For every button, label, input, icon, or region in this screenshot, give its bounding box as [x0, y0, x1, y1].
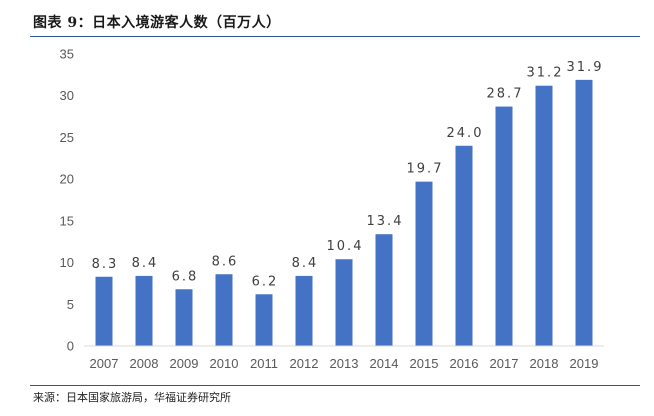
- bar-2016: [455, 145, 473, 346]
- x-tick-label: 2012: [290, 356, 319, 371]
- y-tick-label: 25: [60, 130, 74, 145]
- x-tick-label: 2017: [490, 356, 519, 371]
- data-label-2016: 24.0: [447, 126, 484, 141]
- x-tick-label: 2016: [450, 356, 479, 371]
- x-tick-label: 2007: [90, 356, 119, 371]
- x-tick-label: 2013: [330, 356, 359, 371]
- x-tick-label: 2009: [170, 356, 199, 371]
- y-tick-label: 0: [67, 339, 74, 354]
- chart-title: 图表 9：日本入境游客人数（百万人）: [33, 15, 281, 31]
- y-tick-label: 30: [60, 88, 74, 103]
- bar-2007: [95, 276, 113, 346]
- data-labels: 8.3 8.46.88.66.28.410.413.419.724.028.731…: [92, 60, 604, 289]
- bar-2009: [175, 289, 193, 346]
- data-label-2008: 8.4: [132, 256, 159, 271]
- bar-2010: [215, 274, 233, 346]
- bar-2019: [575, 79, 593, 346]
- data-label-2010: 8.6: [212, 254, 239, 269]
- bar-2011: [255, 294, 273, 346]
- source-note: 来源：日本国家旅游局，华福证券研究所: [33, 391, 231, 404]
- data-label-2015: 19.7: [407, 162, 444, 177]
- bar-2018: [535, 85, 553, 347]
- y-tick-label: 15: [60, 213, 74, 228]
- x-tick-label: 2019: [570, 356, 599, 371]
- data-label-2014: 13.4: [367, 214, 404, 229]
- title-rule: [30, 36, 640, 37]
- x-tick-label: 2018: [530, 356, 559, 371]
- data-label-2019: 31.9: [567, 60, 604, 75]
- y-tick-label: 20: [60, 172, 74, 187]
- data-label-2013: 10.4: [327, 239, 364, 254]
- x-tick-label: 2015: [410, 356, 439, 371]
- x-tick-label: 2008: [130, 356, 159, 371]
- bar-2015: [415, 181, 433, 346]
- y-axis: 0 5 10 15 20 25 30 35: [60, 47, 74, 354]
- x-tick-label: 2014: [370, 356, 399, 371]
- bar-2012: [295, 275, 313, 346]
- bar-2014: [375, 234, 393, 346]
- y-tick-label: 10: [60, 255, 74, 270]
- bar-2013: [335, 259, 353, 346]
- x-tick-label: 2010: [210, 356, 239, 371]
- data-label-2012: 8.4: [292, 256, 319, 271]
- bars: [95, 79, 593, 347]
- y-tick-label: 35: [60, 47, 74, 62]
- y-tick-label: 5: [67, 297, 74, 312]
- data-label-2011: 6.2: [252, 274, 279, 289]
- x-tick-label: 2011: [250, 356, 278, 371]
- source-rule: [30, 385, 640, 386]
- bar-2008: [135, 275, 153, 346]
- data-label-2007: 8.3: [92, 257, 119, 272]
- bar-2017: [495, 106, 513, 346]
- data-label-2017: 28.7: [487, 87, 524, 102]
- x-axis: 2007 2008 2009 2010 2011 2012 2013 2014 2015 2016…: [84, 345, 604, 371]
- data-label-2018: 31.2: [527, 66, 564, 81]
- data-label-2009: 6.8: [172, 269, 199, 284]
